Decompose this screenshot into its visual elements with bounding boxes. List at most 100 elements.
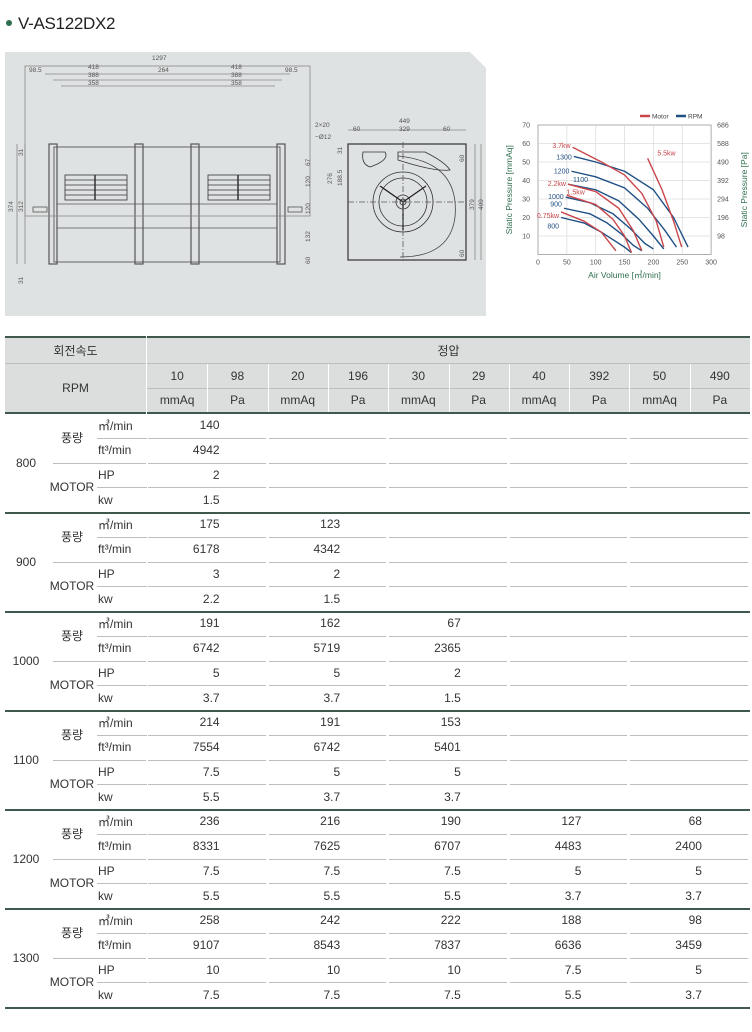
rpm-value: 1300 xyxy=(12,950,40,965)
y-right-tick-label: 686 xyxy=(717,123,729,130)
table-value xyxy=(629,487,749,512)
table-value: 6178 xyxy=(192,542,220,557)
table-divider xyxy=(97,734,147,736)
table-value xyxy=(509,512,629,537)
table-divider xyxy=(97,784,147,786)
table-value: 7554 xyxy=(192,740,220,755)
table-value: 67 xyxy=(447,616,461,631)
table-divider xyxy=(5,363,146,364)
curve-1.5kw xyxy=(566,194,633,253)
dim-side-vtop: 60 xyxy=(459,154,466,162)
dim-side-vmid: 379 xyxy=(469,199,476,210)
table-divider xyxy=(5,412,146,414)
table-value: 7.5 xyxy=(202,764,220,779)
dim-side-mid: 329 xyxy=(399,126,410,133)
legend-label: RPM xyxy=(688,114,702,121)
table-divider xyxy=(268,660,387,662)
table-value xyxy=(629,661,749,686)
curve-900 xyxy=(563,207,643,252)
unit-label: ft³/min xyxy=(98,443,132,458)
table-value: 1.5 xyxy=(202,492,220,507)
table-value: 214 xyxy=(199,715,220,730)
y-right-tick-label: 98 xyxy=(717,234,725,241)
table-divider xyxy=(509,586,628,588)
table-divider xyxy=(97,536,147,538)
dim-w2b: 388 xyxy=(231,72,242,79)
table-value xyxy=(509,463,629,488)
pressure-mmaq-value: 50 xyxy=(652,369,667,383)
unit-label: HP xyxy=(98,764,115,779)
dim-r2: 120 xyxy=(305,176,312,187)
table-divider xyxy=(147,363,750,364)
table-divider xyxy=(97,487,147,489)
table-divider xyxy=(148,660,266,662)
dimension-drawing-panel: 1297 98.5 98.5 418 388 358 418 388 358 2… xyxy=(5,52,486,316)
table-value: 10 xyxy=(206,962,220,977)
rpm-value: 1000 xyxy=(12,653,40,668)
table-divider xyxy=(148,487,266,489)
table-value xyxy=(509,784,629,809)
motor-label: MOTOR xyxy=(49,480,95,495)
table-divider xyxy=(5,908,750,910)
dim-side-view-left: 60 xyxy=(353,126,361,133)
table-divider xyxy=(268,635,387,637)
unit-mmaq: mmAq xyxy=(521,393,557,407)
table-value: 3.7 xyxy=(323,789,341,804)
dim-w2: 388 xyxy=(88,72,99,79)
curve-label: 1200 xyxy=(554,168,570,175)
y-right-tick-label: 392 xyxy=(717,178,729,185)
table-value xyxy=(388,487,508,512)
dim-r4: 132 xyxy=(305,231,312,242)
table-divider xyxy=(509,437,628,439)
dim-side-left: 98.5 xyxy=(29,67,42,74)
header-bg xyxy=(147,337,750,363)
table-divider xyxy=(509,982,628,984)
dim-hole-dia: −Ø12 xyxy=(315,134,332,141)
table-divider xyxy=(389,685,507,687)
table-divider xyxy=(389,833,507,835)
table-divider xyxy=(5,611,750,613)
table-divider xyxy=(148,957,266,959)
pressure-pa-value: 490 xyxy=(709,369,730,383)
table-divider xyxy=(509,883,628,885)
dim-hole: 2×20 xyxy=(315,122,330,129)
table-value xyxy=(509,710,629,735)
table-divider xyxy=(53,561,146,563)
table-value: 2 xyxy=(212,467,220,482)
curve-label: 2.2kw xyxy=(548,181,567,188)
curve-2.2kw xyxy=(567,183,643,252)
table-value: 6742 xyxy=(313,740,341,755)
table-value: 140 xyxy=(199,418,220,433)
table-divider xyxy=(389,660,507,662)
table-divider xyxy=(389,561,507,563)
table-divider xyxy=(148,883,266,885)
dim-w1b: 418 xyxy=(231,64,242,71)
table-value: 5 xyxy=(454,764,461,779)
table-value xyxy=(629,438,749,463)
table-divider xyxy=(148,932,266,934)
table-divider xyxy=(97,586,147,588)
unit-label: ㎥/min xyxy=(98,913,133,928)
table-value: 5 xyxy=(695,962,702,977)
motor-label: MOTOR xyxy=(49,975,95,990)
table-divider xyxy=(389,586,507,588)
motor-label: MOTOR xyxy=(49,876,95,891)
unit-label: HP xyxy=(98,665,115,680)
table-value: 123 xyxy=(320,517,341,532)
table-value: 68 xyxy=(688,814,702,829)
unit-label: HP xyxy=(98,962,115,977)
table-divider xyxy=(147,336,750,338)
column-separator xyxy=(569,364,571,412)
table-divider xyxy=(630,784,748,786)
table-divider xyxy=(268,858,387,860)
curve-label: 1000 xyxy=(548,194,564,201)
curve-1200 xyxy=(571,170,678,248)
pressure-mmaq-value: 20 xyxy=(291,369,305,383)
pressure-pa-value: 196 xyxy=(348,369,369,383)
table-divider xyxy=(630,734,748,736)
y-tick-label: 30 xyxy=(522,197,530,204)
unit-mmaq: mmAq xyxy=(159,393,195,407)
unit-pa: Pa xyxy=(591,393,607,407)
x-tick-label: 50 xyxy=(563,260,571,267)
x-axis-title: Air Volume [㎥/min] xyxy=(588,270,661,280)
